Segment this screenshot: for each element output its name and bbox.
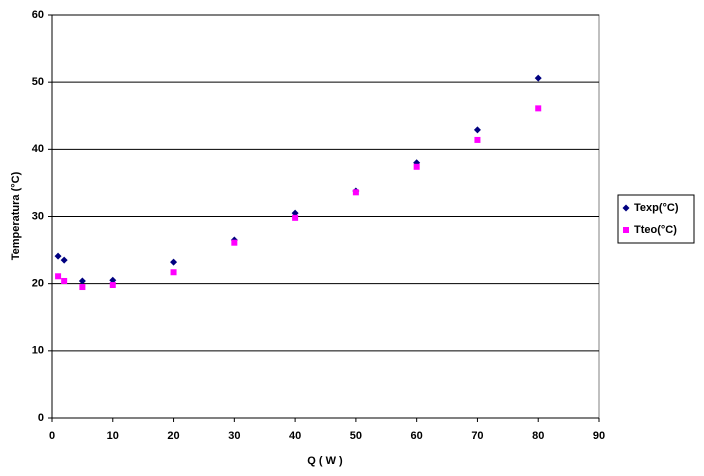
point <box>54 252 62 260</box>
point <box>534 74 542 82</box>
point <box>60 256 68 264</box>
point <box>231 239 238 246</box>
point <box>170 269 177 276</box>
point <box>55 273 62 280</box>
y-tick-label: 20 <box>32 278 44 290</box>
x-tick-label: 80 <box>532 430 544 442</box>
point <box>170 258 178 266</box>
x-tick-label: 70 <box>471 430 483 442</box>
x-tick-label: 0 <box>49 430 55 442</box>
y-axis-label: Temperatura (°C) <box>10 171 22 260</box>
x-tick-label: 50 <box>350 430 362 442</box>
x-tick-label: 20 <box>167 430 179 442</box>
y-tick-label: 60 <box>32 9 44 21</box>
legend-marker <box>623 227 629 233</box>
x-tick-label: 90 <box>593 430 605 442</box>
y-tick-label: 0 <box>38 412 44 424</box>
point <box>79 284 86 291</box>
point <box>109 282 116 289</box>
x-tick-label: 30 <box>228 430 240 442</box>
legend-label: Texp(°C) <box>634 202 679 214</box>
x-tick-label: 60 <box>411 430 423 442</box>
point <box>292 214 299 221</box>
y-tick-label: 50 <box>32 76 44 88</box>
legend-marker <box>622 204 630 212</box>
point <box>473 126 481 134</box>
point <box>413 163 420 170</box>
y-tick-label: 30 <box>32 210 44 222</box>
y-tick-label: 10 <box>32 345 44 357</box>
point <box>78 277 86 285</box>
legend-box <box>617 194 695 244</box>
y-tick-label: 40 <box>32 143 44 155</box>
x-tick-label: 10 <box>107 430 119 442</box>
x-tick-label: 40 <box>289 430 301 442</box>
point <box>474 136 481 143</box>
legend-label: Tteo(°C) <box>634 224 677 236</box>
x-axis-label: Q ( W ) <box>307 455 343 467</box>
point <box>352 189 359 196</box>
point <box>535 105 542 112</box>
point <box>61 277 68 284</box>
